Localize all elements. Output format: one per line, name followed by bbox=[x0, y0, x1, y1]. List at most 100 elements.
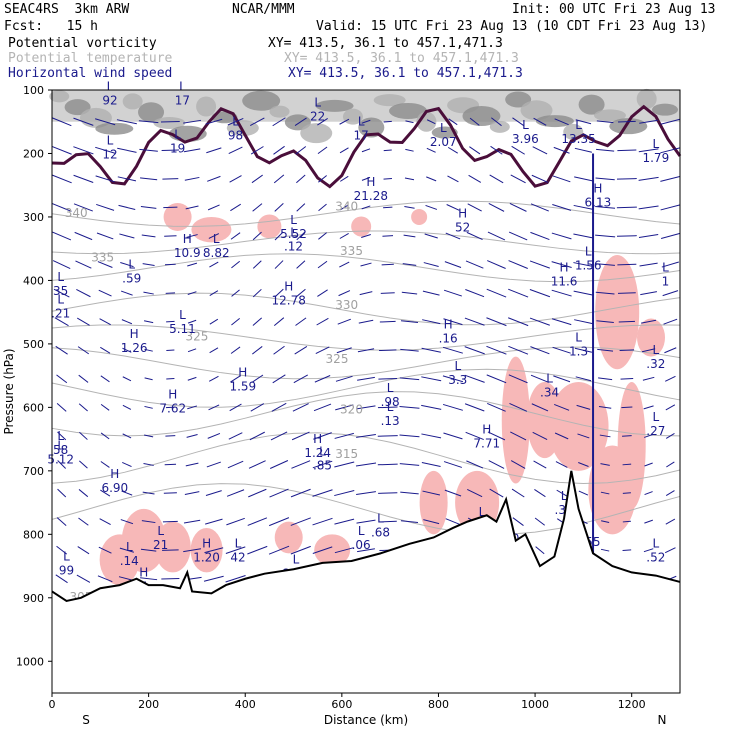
wind-vector bbox=[252, 260, 262, 269]
wind-vector bbox=[251, 374, 264, 384]
wind-shade-patch bbox=[595, 255, 640, 370]
wind-vector bbox=[73, 174, 94, 183]
wind-vector bbox=[487, 260, 506, 269]
wind-vector bbox=[183, 119, 202, 124]
wind-vector bbox=[138, 120, 159, 124]
wind-vector bbox=[292, 403, 309, 412]
wind-vector bbox=[383, 178, 392, 180]
wind-vector bbox=[404, 177, 415, 181]
wind-vector bbox=[622, 463, 632, 466]
y-tick-label: 300 bbox=[23, 211, 44, 224]
wind-vector bbox=[140, 548, 157, 552]
wind-vector bbox=[573, 290, 594, 296]
extremum-marker: L bbox=[128, 257, 135, 271]
extremum-value: 99 bbox=[59, 563, 74, 577]
y-tick-label: 500 bbox=[23, 338, 44, 351]
extremum-value: 5.12 bbox=[47, 452, 74, 466]
wind-vector bbox=[248, 460, 266, 469]
wind-vector bbox=[79, 431, 88, 440]
wind-vector bbox=[78, 374, 89, 383]
wind-vector bbox=[339, 118, 350, 125]
wind-vector bbox=[447, 146, 458, 154]
wind-vector bbox=[295, 288, 306, 298]
wind-vector bbox=[142, 491, 155, 495]
extremum-value: 1.59 bbox=[229, 379, 256, 393]
extremum-value: 1.79 bbox=[642, 151, 669, 165]
extremum-marker: L bbox=[522, 118, 529, 132]
wind-vector bbox=[552, 175, 571, 183]
wind-vector bbox=[596, 148, 615, 152]
wind-vector bbox=[508, 288, 529, 298]
pv-shade-cell bbox=[95, 122, 134, 135]
wind-vector bbox=[274, 260, 284, 269]
theta-isentrope bbox=[51, 346, 681, 380]
wind-vector bbox=[661, 232, 680, 239]
extremum-value: 13.35 bbox=[561, 132, 595, 146]
wind-vector bbox=[595, 206, 616, 209]
wind-vector bbox=[204, 547, 224, 554]
wind-vector bbox=[315, 346, 330, 355]
wind-vector bbox=[553, 146, 570, 154]
extremum-marker: L bbox=[107, 134, 114, 148]
extremum-value: 10.9 bbox=[174, 246, 201, 260]
x-tick-label: 1000 bbox=[521, 698, 549, 711]
wind-vector bbox=[274, 231, 284, 241]
wind-vector bbox=[295, 317, 307, 326]
extremum-marker: H bbox=[482, 422, 491, 436]
wind-vector bbox=[510, 431, 527, 441]
wind-vector bbox=[228, 146, 243, 155]
wind-vector bbox=[575, 376, 592, 382]
wind-vector bbox=[421, 376, 442, 382]
wind-vector bbox=[250, 403, 265, 412]
wind-vector bbox=[76, 317, 90, 326]
wind-vector bbox=[595, 177, 615, 181]
wind-shade-patch bbox=[314, 534, 351, 567]
wind-vector bbox=[95, 146, 116, 154]
wind-vector bbox=[644, 433, 654, 438]
wind-vector bbox=[230, 346, 241, 354]
wind-vector bbox=[443, 432, 463, 440]
wind-vector bbox=[596, 120, 614, 124]
wind-vector bbox=[512, 117, 525, 127]
wind-vector bbox=[554, 118, 569, 126]
wind-vector bbox=[273, 345, 285, 355]
wind-vector bbox=[597, 348, 614, 352]
wind-vector bbox=[313, 432, 332, 440]
wind-vector bbox=[99, 318, 111, 326]
extremum-value: 17 bbox=[175, 94, 190, 108]
wind-vector bbox=[140, 177, 158, 181]
wind-vector bbox=[573, 233, 594, 239]
wind-vector bbox=[268, 517, 290, 527]
wind-vector bbox=[422, 319, 441, 325]
wind-vector bbox=[574, 347, 593, 353]
wind-vector bbox=[487, 402, 506, 412]
pv-shade-cell bbox=[578, 94, 605, 115]
extremum-value: 21 bbox=[153, 538, 168, 552]
wind-vector bbox=[120, 262, 134, 268]
wind-vector bbox=[143, 291, 154, 295]
wind-vector bbox=[400, 320, 419, 324]
theta-label: 325 bbox=[326, 352, 349, 366]
wind-vector bbox=[422, 290, 440, 296]
wind-vector bbox=[356, 491, 376, 496]
wind-vector bbox=[100, 346, 111, 354]
wind-vector bbox=[442, 375, 464, 383]
wind-vector bbox=[205, 490, 222, 496]
pv-shade-cell bbox=[593, 109, 626, 122]
extremum-marker: L bbox=[653, 137, 660, 151]
wind-vector bbox=[252, 317, 263, 326]
wind-vector bbox=[273, 145, 285, 155]
extremum-value: 52 bbox=[455, 221, 470, 235]
extremum-value: 12.78 bbox=[272, 294, 306, 308]
field-xy-theta: XY= 413.5, 36.1 to 457.1,471.3 bbox=[284, 51, 519, 66]
wind-vector bbox=[226, 489, 245, 497]
wind-vector bbox=[360, 262, 372, 267]
extremum-marker: L bbox=[179, 308, 186, 322]
extremum-marker: L bbox=[585, 245, 592, 259]
wind-vector bbox=[226, 517, 245, 526]
extremum-marker: L bbox=[179, 80, 186, 94]
extremum-value: .16 bbox=[439, 332, 458, 346]
theta-label: 340 bbox=[335, 200, 358, 214]
wind-vector bbox=[487, 431, 506, 441]
theta-label: 325 bbox=[185, 330, 208, 344]
